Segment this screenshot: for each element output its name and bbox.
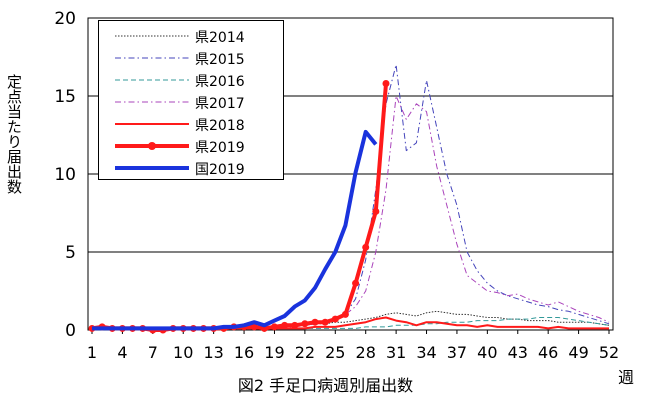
legend-swatch <box>115 123 189 125</box>
legend-label: 県2019 <box>195 140 245 156</box>
legend-swatch <box>115 35 189 37</box>
legend-item: 県2019 <box>99 135 283 157</box>
y-axis-label: 定点当たり届出数 <box>5 74 23 194</box>
legend-label: 県2014 <box>195 30 245 46</box>
legend-label: 県2015 <box>195 52 245 68</box>
legend-label: 県2018 <box>195 118 245 134</box>
legend-swatch <box>115 79 189 81</box>
data-point-県2019 <box>321 318 329 326</box>
x-tick-label: 10 <box>173 343 193 362</box>
y-tick-label: 15 <box>54 87 76 107</box>
x-tick-label: 49 <box>568 343 588 362</box>
legend-item: 県2015 <box>99 47 283 69</box>
data-point-県2019 <box>281 321 289 329</box>
y-tick-label: 20 <box>54 9 76 29</box>
x-tick-label: 19 <box>264 343 284 362</box>
x-tick-label: 25 <box>325 343 345 362</box>
legend-swatch <box>115 57 189 59</box>
legend-item: 県2014 <box>99 25 283 47</box>
x-tick-label: 28 <box>356 343 376 362</box>
legend-label: 県2017 <box>195 96 245 112</box>
x-tick-label: 22 <box>295 343 315 362</box>
data-point-県2019 <box>291 321 299 329</box>
data-point-県2019 <box>352 279 360 287</box>
x-tick-label: 13 <box>203 343 223 362</box>
data-point-県2019 <box>341 310 349 318</box>
legend-swatch <box>115 101 189 103</box>
chart-title: 図2 手足口病週別届出数 <box>237 376 414 395</box>
data-point-県2019 <box>362 243 370 251</box>
legend-item: 県2018 <box>99 113 283 135</box>
data-point-県2019 <box>372 207 380 215</box>
data-point-県2019 <box>382 80 390 88</box>
legend-item: 県2017 <box>99 91 283 113</box>
x-tick-label: 4 <box>117 343 127 362</box>
legend-item: 国2019 <box>99 157 283 179</box>
legend-swatch <box>115 142 189 150</box>
y-tick-label: 5 <box>65 243 76 263</box>
legend-swatch <box>115 166 189 170</box>
x-tick-label: 43 <box>508 343 528 362</box>
legend-label: 国2019 <box>195 162 245 178</box>
plot-area <box>87 17 614 331</box>
x-tick-label: 31 <box>386 343 406 362</box>
y-tick-label: 10 <box>54 165 76 185</box>
x-tick-label: 52 <box>599 343 619 362</box>
x-tick-label: 16 <box>234 343 254 362</box>
legend: 県2014 県2015 県2016 県2017 県2018 県2019 国2019 <box>98 20 284 180</box>
x-axis-label: 週 <box>618 368 635 387</box>
y-tick-label: 0 <box>65 321 76 341</box>
data-point-県2019 <box>311 318 319 326</box>
data-point-県2019 <box>250 323 258 331</box>
x-tick-label: 37 <box>447 343 467 362</box>
x-tick-label: 34 <box>416 343 436 362</box>
series-line-県2014 <box>92 310 610 329</box>
x-tick-label: 7 <box>148 343 158 362</box>
series-line-県2016 <box>92 317 610 329</box>
series-line-国2019 <box>92 129 378 331</box>
x-tick-label: 46 <box>538 343 558 362</box>
x-tick-label: 1 <box>87 343 97 362</box>
data-point-県2019 <box>270 323 278 331</box>
data-point-県2019 <box>331 315 339 323</box>
legend-label: 県2016 <box>195 74 245 90</box>
legend-item: 県2016 <box>99 69 283 91</box>
data-point-県2019 <box>301 320 309 328</box>
x-tick-label: 40 <box>477 343 497 362</box>
